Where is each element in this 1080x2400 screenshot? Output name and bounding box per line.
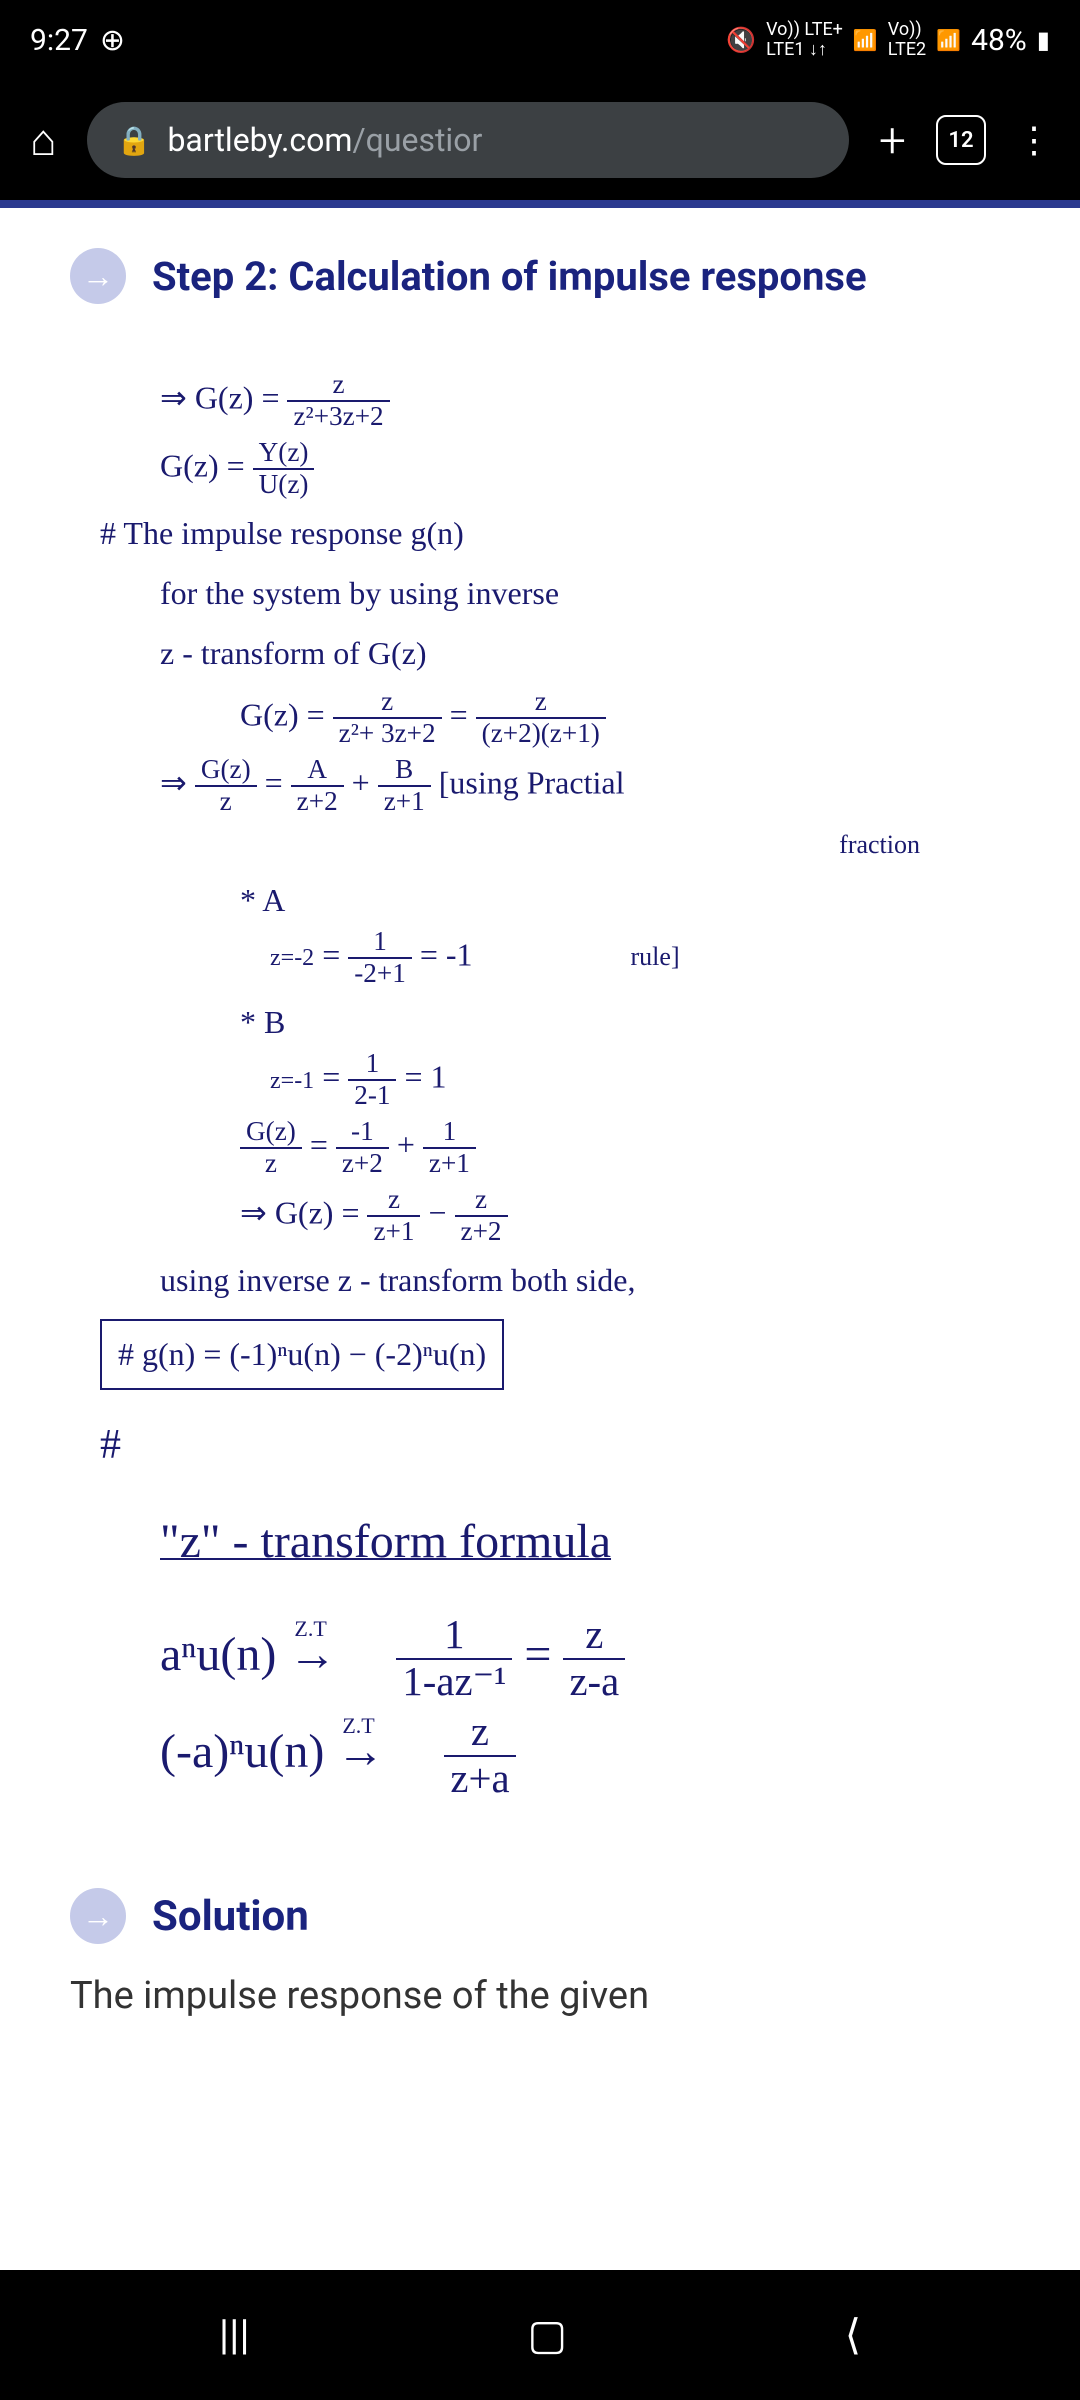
mute-icon: 🔇 [726,26,756,54]
hash-mark: # [100,1410,1000,1481]
solution-badge: → [70,1888,126,1944]
home-icon[interactable]: ⌂ [30,114,57,166]
lte2-label: Vo)) LTE2 [888,20,926,60]
handwritten-solution: ⇒ G(z) = zz²+3z+2 G(z) = Y(z)U(z) # The … [70,344,1030,1828]
hw-line-1: ⇒ G(z) = zz²+3z+2 [100,370,1000,432]
hw-line-12: using inverse z - transform both side, [100,1253,1000,1307]
back-button[interactable]: ⟨ [845,2310,861,2360]
status-time: 9:27 [30,23,88,58]
hw-line-7: ⇒ G(z)z = Az+2 + Bz+1 [using Practial [100,755,1000,817]
recent-apps-button[interactable]: ||| [219,2311,250,2360]
solution-header: → Solution [70,1888,1030,1944]
menu-icon[interactable]: ⋮ [1016,119,1050,161]
lock-icon: 🔒 [117,124,152,157]
formula-2: (-a)ⁿu(n) Z.T → zz+a [100,1710,1000,1802]
hw-line-2: G(z) = Y(z)U(z) [100,438,1000,500]
status-bar: 9:27 ⊕ 🔇 Vo)) LTE+ LTE1 ↓↑ 📶 Vo)) LTE2 📶… [0,0,1080,80]
formula-1: aⁿu(n) Z.T → 11-az⁻¹ = zz-a [100,1613,1000,1705]
step-badge: → [70,248,126,304]
page-content: → Step 2: Calculation of impulse respons… [0,200,1080,2270]
url-path: /questior [352,121,482,159]
solution-title: Solution [152,1892,309,1941]
hw-line-4: for the system by using inverse [100,566,1000,620]
hw-line-9: * B z=-1 = 12-1 = 1 [100,995,1000,1111]
lte1-label: Vo)) LTE+ LTE1 ↓↑ [766,20,843,60]
battery-percent: 48% [971,23,1027,58]
new-tab-icon[interactable]: + [879,112,906,169]
hw-line-8: * A z=-2 = 1-2+1 = -1 rule] [100,873,1000,989]
hw-line-10: G(z)z = -1z+2 + 1z+1 [100,1117,1000,1179]
url-bar[interactable]: 🔒 bartleby.com/questior [87,102,849,178]
formula-title: "z" - transform formula [100,1501,1000,1583]
home-button[interactable]: ▢ [527,2310,567,2360]
url-domain: bartleby.com [167,121,352,159]
hw-line-6: G(z) = zz²+ 3z+2 = z(z+2)(z+1) [100,687,1000,749]
hw-line-3: # The impulse response g(n) [100,506,1000,560]
whatsapp-icon: ⊕ [100,23,125,58]
hw-line-11: ⇒ G(z) = zz+1 − zz+2 [100,1185,1000,1247]
browser-nav-bar: ⌂ 🔒 bartleby.com/questior + 12 ⋮ [0,80,1080,200]
tab-count-button[interactable]: 12 [936,115,986,165]
hw-line-13: # g(n) = (-1)ⁿu(n) − (-2)ⁿu(n) [100,1313,1000,1389]
signal1-icon: 📶 [853,28,878,52]
hw-line-7b: fraction [100,823,1000,867]
step-header: → Step 2: Calculation of impulse respons… [70,248,1030,304]
step-title: Step 2: Calculation of impulse response [152,253,867,300]
url-text: bartleby.com/questior [167,121,482,159]
status-right: 🔇 Vo)) LTE+ LTE1 ↓↑ 📶 Vo)) LTE2 📶 48% ▮ [726,20,1050,60]
signal2-icon: 📶 [936,28,961,52]
system-nav-bar: ||| ▢ ⟨ [0,2270,1080,2400]
battery-icon: ▮ [1037,26,1050,54]
partial-text: The impulse response of the given [70,1974,1030,2018]
hw-line-5: z - transform of G(z) [100,626,1000,680]
status-left: 9:27 ⊕ [30,23,125,58]
